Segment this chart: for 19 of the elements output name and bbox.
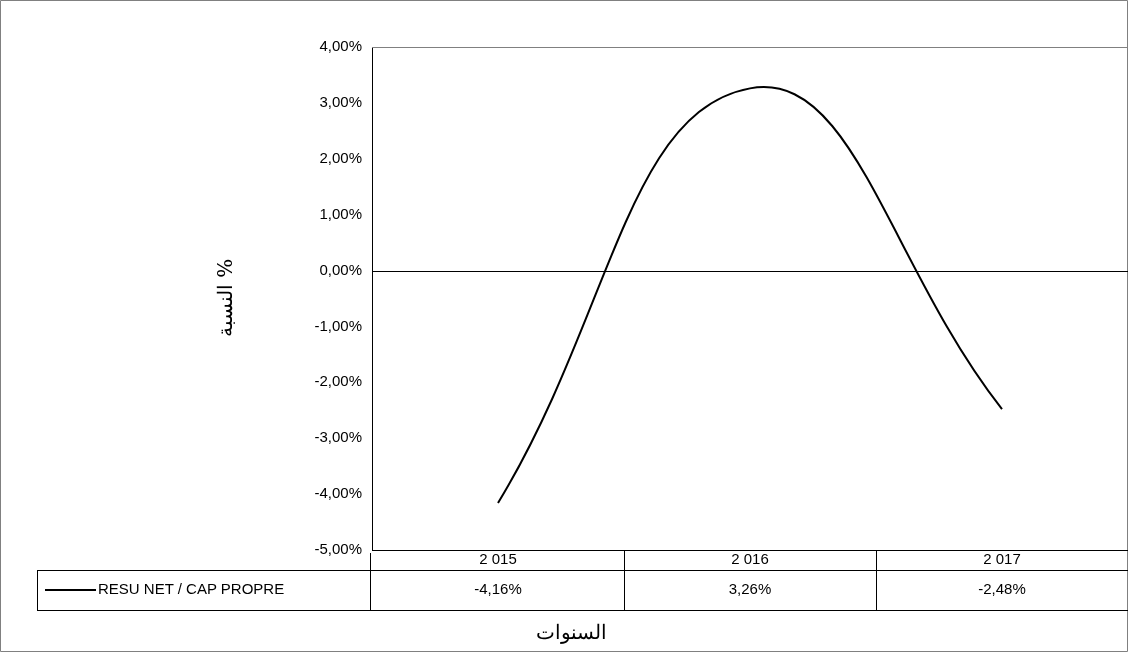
y-tick-label: -2,00% [314,372,362,390]
y-tick-label: -4,00% [314,484,362,502]
y-tick-label: 3,00% [319,93,362,111]
y-tick-label: 2,00% [319,148,362,166]
x-tick-label: 2 017 [983,550,1021,568]
legend-label: RESU NET / CAP PROPRE [98,580,285,598]
y-tick-label: 0,00% [319,260,362,278]
y-tick-label: 4,00% [319,37,362,55]
y-tick-label: 1,00% [319,204,362,222]
y-axis-title: النسبة % [213,258,238,338]
x-tick-label: 2 015 [479,550,517,568]
data-label: -4,16% [474,580,522,598]
data-label: -2,48% [978,580,1026,598]
data-label: 3,26% [728,580,772,598]
y-tick-label: -5,00% [314,540,362,558]
y-tick-label: -1,00% [314,316,362,334]
x-axis-title: السنوات [535,620,607,645]
x-tick-label: 2 016 [731,550,769,568]
y-tick-label: -3,00% [314,428,362,446]
